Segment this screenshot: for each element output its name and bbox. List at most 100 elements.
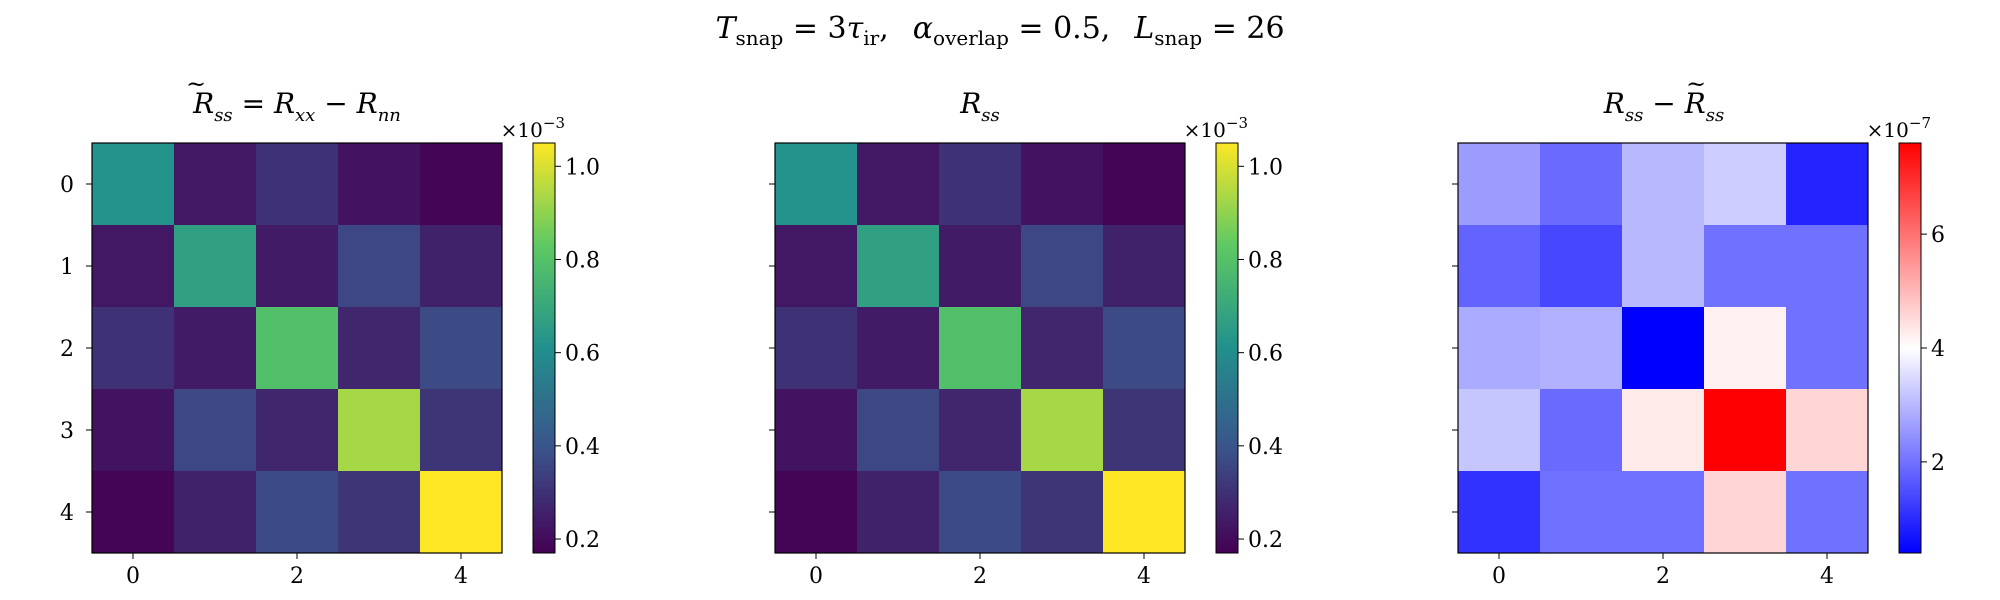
- colorbar-tick-label-2-0: 2: [1931, 451, 1945, 476]
- panel-2-title-R: R: [1603, 87, 1625, 120]
- heatmap-cell-2-2-0: [1458, 307, 1541, 390]
- panel-1-title: Rss: [959, 87, 1000, 126]
- panel-2-title-R2: R: [1684, 87, 1706, 120]
- heatmap-cell-1-3-4: [1103, 389, 1186, 472]
- heatmap-cell-1-4-0: [775, 471, 858, 554]
- colorbar-tick-label-0-2: 0.6: [565, 342, 600, 367]
- colorbar-scale-base-0: ×10: [501, 118, 543, 142]
- panel-2-title-ss2: ss: [1706, 105, 1724, 126]
- heatmap-cell-2-1-4: [1786, 225, 1869, 308]
- heatmap-cell-0-3-1: [174, 389, 257, 472]
- heatmap-cell-0-0-3: [338, 143, 421, 226]
- heatmap-cell-2-4-0: [1458, 471, 1541, 554]
- panel-0-title-eq: =: [233, 87, 274, 120]
- panel-2-title-tilde: ~: [1686, 70, 1706, 98]
- x-tick-label-2-2: 4: [1820, 564, 1834, 589]
- heatmap-cell-1-4-2: [939, 471, 1022, 554]
- heatmap-cell-2-1-1: [1540, 225, 1623, 308]
- colorbar-scale-base-2: ×10: [1867, 118, 1909, 142]
- heatmap-cell-2-3-3: [1704, 389, 1787, 472]
- heatmap-cell-0-4-1: [174, 471, 257, 554]
- heatmap-cell-2-1-2: [1622, 225, 1705, 308]
- colorbar-tick-label-2-1: 4: [1931, 337, 1945, 362]
- heatmap-cell-1-2-1: [857, 307, 940, 390]
- colorbar-tick-label-1-1: 0.4: [1248, 435, 1283, 460]
- heatmap-cell-1-1-2: [939, 225, 1022, 308]
- heatmap-cell-2-0-3: [1704, 143, 1787, 226]
- heatmap-cell-0-4-3: [338, 471, 421, 554]
- heatmap-cell-2-1-3: [1704, 225, 1787, 308]
- heatmap-cell-0-4-4: [420, 471, 503, 554]
- heatmap-panel-1: 0 2 40.20.40.60.81.0×10−3: [769, 114, 1283, 589]
- panel-1-title-ss: ss: [981, 105, 999, 126]
- heatmap-cell-1-0-3: [1021, 143, 1104, 226]
- y-tick-label-0-0: 0: [60, 173, 74, 198]
- heatmap-cell-1-0-0: [775, 143, 858, 226]
- heatmap-cell-2-3-0: [1458, 389, 1541, 472]
- colorbar-tick-label-1-0: 0.2: [1248, 528, 1283, 553]
- suptitle-overlap-sub: overlap: [933, 26, 1009, 50]
- heatmap-cell-0-1-0: [92, 225, 175, 308]
- heatmap-cell-2-4-4: [1786, 471, 1869, 554]
- colorbar-tick-label-0-0: 0.2: [565, 528, 600, 553]
- suptitle-snap2-sub: snap: [1154, 26, 1202, 50]
- colorbar-tick-label-2-2: 6: [1931, 223, 1945, 248]
- colorbar-2: [1898, 142, 1922, 554]
- heatmap-cell-0-3-3: [338, 389, 421, 472]
- panel-0-title-R: R: [192, 87, 214, 120]
- heatmap-cell-1-4-4: [1103, 471, 1186, 554]
- suptitle-T: T: [715, 11, 737, 46]
- colorbar-scale-0: ×10−3: [501, 114, 565, 142]
- suptitle-L: L: [1133, 11, 1154, 46]
- heatmap-cell-0-2-0: [92, 307, 175, 390]
- panel-0-title-R3: R: [356, 87, 378, 120]
- colorbar-scale-exp-0: −3: [543, 114, 565, 132]
- heatmap-cell-1-4-3: [1021, 471, 1104, 554]
- heatmap-cell-2-2-3: [1704, 307, 1787, 390]
- colorbar-scale-exp-2: −7: [1909, 114, 1931, 132]
- panel-0-title-ss: ss: [214, 105, 232, 126]
- heatmap-cell-0-1-1: [174, 225, 257, 308]
- colorbar-tick-label-0-4: 1.0: [565, 155, 600, 180]
- suptitle: Tsnap = 3τir, αoverlap = 0.5, Lsnap = 26: [715, 11, 1284, 50]
- colorbar-scale-base-1: ×10: [1184, 118, 1226, 142]
- heatmap-cell-1-0-4: [1103, 143, 1186, 226]
- heatmap-cell-2-3-2: [1622, 389, 1705, 472]
- heatmap-cell-1-2-3: [1021, 307, 1104, 390]
- heatmap-cell-2-2-2: [1622, 307, 1705, 390]
- heatmap-cell-1-4-1: [857, 471, 940, 554]
- heatmap-cell-0-4-0: [92, 471, 175, 554]
- heatmap-cell-1-0-2: [939, 143, 1022, 226]
- panel-0-title-tilde: ~: [186, 70, 206, 98]
- colorbar-scale-exp-1: −3: [1226, 114, 1248, 132]
- suptitle-eq3: = 26: [1202, 11, 1284, 46]
- suptitle-sep1: ,: [879, 11, 889, 46]
- heatmap-cell-2-2-1: [1540, 307, 1623, 390]
- heatmap-cell-0-3-0: [92, 389, 175, 472]
- colorbar-tick-label-0-3: 0.8: [565, 248, 600, 273]
- y-tick-label-0-1: 1: [60, 255, 74, 280]
- heatmap-cell-1-3-2: [939, 389, 1022, 472]
- heatmap-cell-2-2-4: [1786, 307, 1869, 390]
- colorbar-tick-label-1-2: 0.6: [1248, 342, 1283, 367]
- x-tick-label-2-0: 0: [1492, 564, 1506, 589]
- colorbar-scale-1: ×10−3: [1184, 114, 1248, 142]
- x-tick-label-1-2: 4: [1137, 564, 1151, 589]
- suptitle-tau: τ: [847, 11, 864, 46]
- panel-2-title-ss: ss: [1625, 105, 1643, 126]
- heatmap-cell-1-3-1: [857, 389, 940, 472]
- suptitle-eq2: = 0.5,: [1009, 11, 1110, 46]
- y-tick-label-0-3: 3: [60, 419, 74, 444]
- heatmap-cell-0-1-4: [420, 225, 503, 308]
- colorbar-tick-label-0-1: 0.4: [565, 435, 600, 460]
- colorbar-0: [532, 142, 556, 554]
- colorbar-tick-label-1-3: 0.8: [1248, 248, 1283, 273]
- colorbar-1: [1215, 142, 1239, 554]
- heatmap-cell-2-0-1: [1540, 143, 1623, 226]
- heatmap-cell-0-0-4: [420, 143, 503, 226]
- heatmap-cell-0-0-1: [174, 143, 257, 226]
- heatmap-cell-2-1-0: [1458, 225, 1541, 308]
- heatmap-cell-0-2-3: [338, 307, 421, 390]
